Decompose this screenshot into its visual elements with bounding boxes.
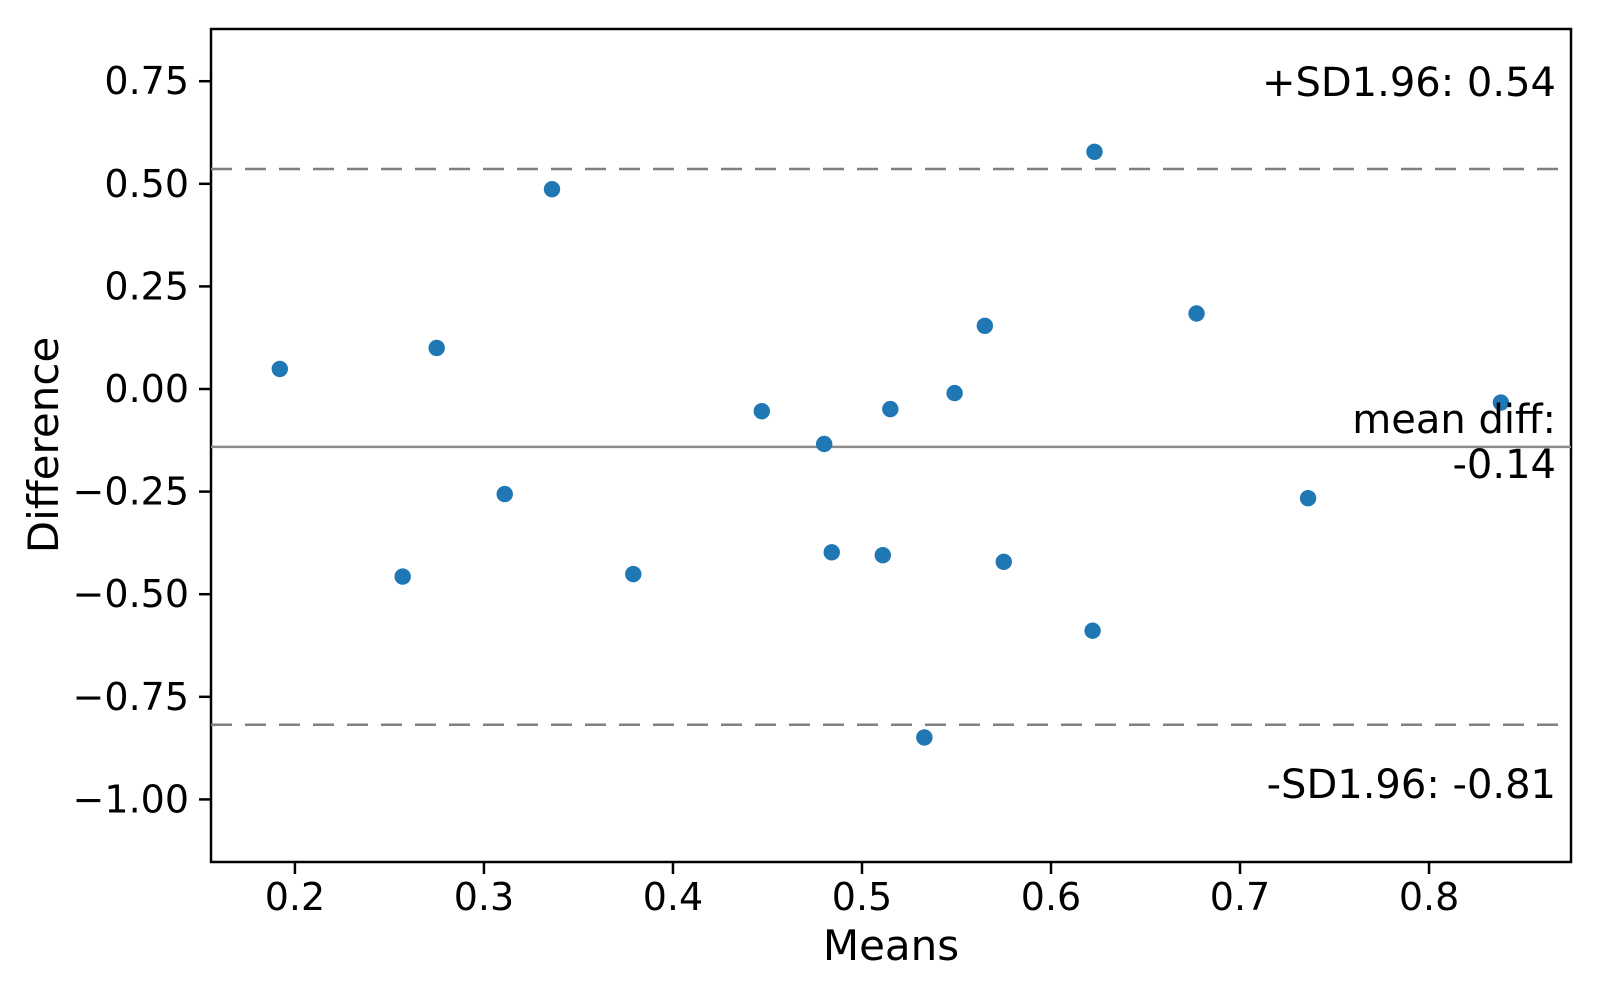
data-point: [428, 339, 445, 357]
x-tick-label: 0.7: [1210, 875, 1270, 919]
x-tick-label: 0.4: [643, 875, 703, 919]
y-tick-label: −0.75: [73, 675, 189, 719]
mean-diff-annotation-line2: -0.14: [1453, 442, 1557, 488]
data-point: [1086, 143, 1103, 160]
x-axis-label: Means: [823, 921, 959, 970]
data-point: [543, 180, 561, 198]
data-point: [916, 729, 933, 746]
data-point: [874, 547, 891, 564]
y-tick-label: 0.00: [104, 367, 189, 411]
y-tick-label: −0.50: [73, 572, 189, 616]
scatter-points: [271, 143, 1510, 746]
data-point: [1188, 305, 1205, 322]
plot-area-border: [209, 27, 1573, 864]
data-point: [271, 360, 289, 378]
data-point: [995, 553, 1012, 570]
data-point: [823, 544, 840, 561]
mean-diff-annotation-line1: mean diff:: [1352, 397, 1556, 443]
y-tick-label: −1.00: [73, 777, 189, 821]
y-axis-ticks: 0.75 0.50 0.25 0.00 −0.25 −0.50 −0.75 −1.00: [73, 59, 211, 821]
x-tick-label: 0.6: [1021, 875, 1081, 919]
data-point: [946, 384, 963, 402]
data-point: [394, 568, 411, 585]
x-axis-ticks: 0.2 0.3 0.4 0.5 0.6 0.7 0.8: [265, 862, 1459, 919]
x-tick-label: 0.5: [832, 875, 892, 919]
data-point: [1084, 622, 1101, 639]
x-tick-label: 0.2: [265, 875, 325, 919]
y-tick-label: −0.25: [73, 470, 189, 514]
lower-limit-annotation: -SD1.96: -0.81: [1267, 762, 1556, 808]
upper-limit-annotation: +SD1.96: 0.54: [1262, 60, 1556, 106]
data-point: [882, 400, 899, 418]
data-point: [625, 565, 642, 583]
data-point: [976, 317, 994, 335]
data-point: [1299, 489, 1317, 507]
x-tick-label: 0.3: [454, 875, 514, 919]
data-point: [815, 435, 833, 453]
data-point: [753, 402, 771, 420]
y-tick-label: 0.75: [104, 59, 189, 103]
limit-lines: [211, 167, 1571, 726]
x-tick-label: 0.8: [1399, 875, 1459, 919]
y-tick-label: 0.50: [104, 162, 189, 206]
data-point: [1492, 394, 1510, 411]
y-axis-label: Difference: [19, 337, 68, 554]
data-point: [496, 485, 513, 503]
y-tick-label: 0.25: [104, 264, 189, 308]
